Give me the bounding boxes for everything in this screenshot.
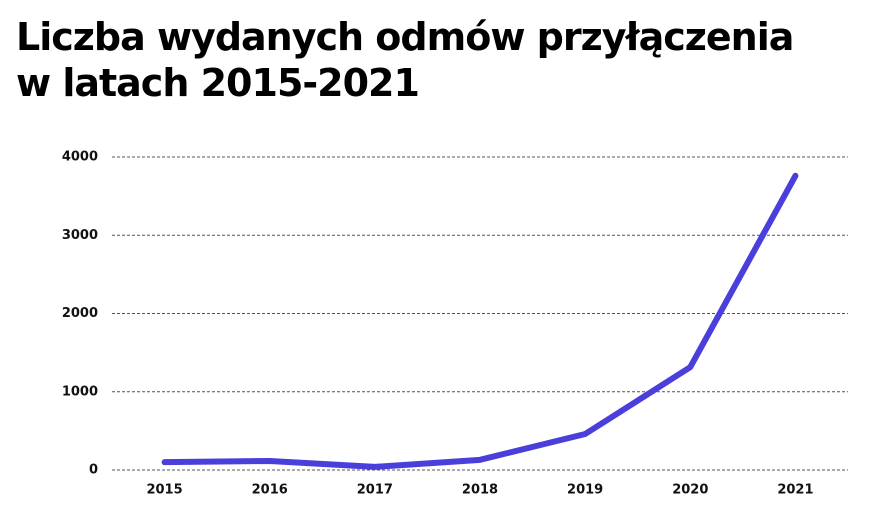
x-tick-label: 2021 <box>777 483 813 498</box>
x-tick-label: 2020 <box>672 483 708 498</box>
x-tick-label: 2017 <box>357 483 393 498</box>
y-tick-label: 0 <box>89 463 98 478</box>
x-tick-label: 2015 <box>146 483 182 498</box>
x-tick-label: 2018 <box>462 483 498 498</box>
chart-title: Liczba wydanych odmów przyłączenia w lat… <box>16 15 794 105</box>
y-tick-label: 2000 <box>62 306 98 321</box>
data-line <box>161 172 799 470</box>
y-tick-label: 3000 <box>62 228 98 243</box>
x-tick-label: 2019 <box>567 483 603 498</box>
x-tick-label: 2016 <box>252 483 288 498</box>
y-tick-label: 4000 <box>62 150 98 165</box>
y-tick-label: 1000 <box>62 384 98 399</box>
